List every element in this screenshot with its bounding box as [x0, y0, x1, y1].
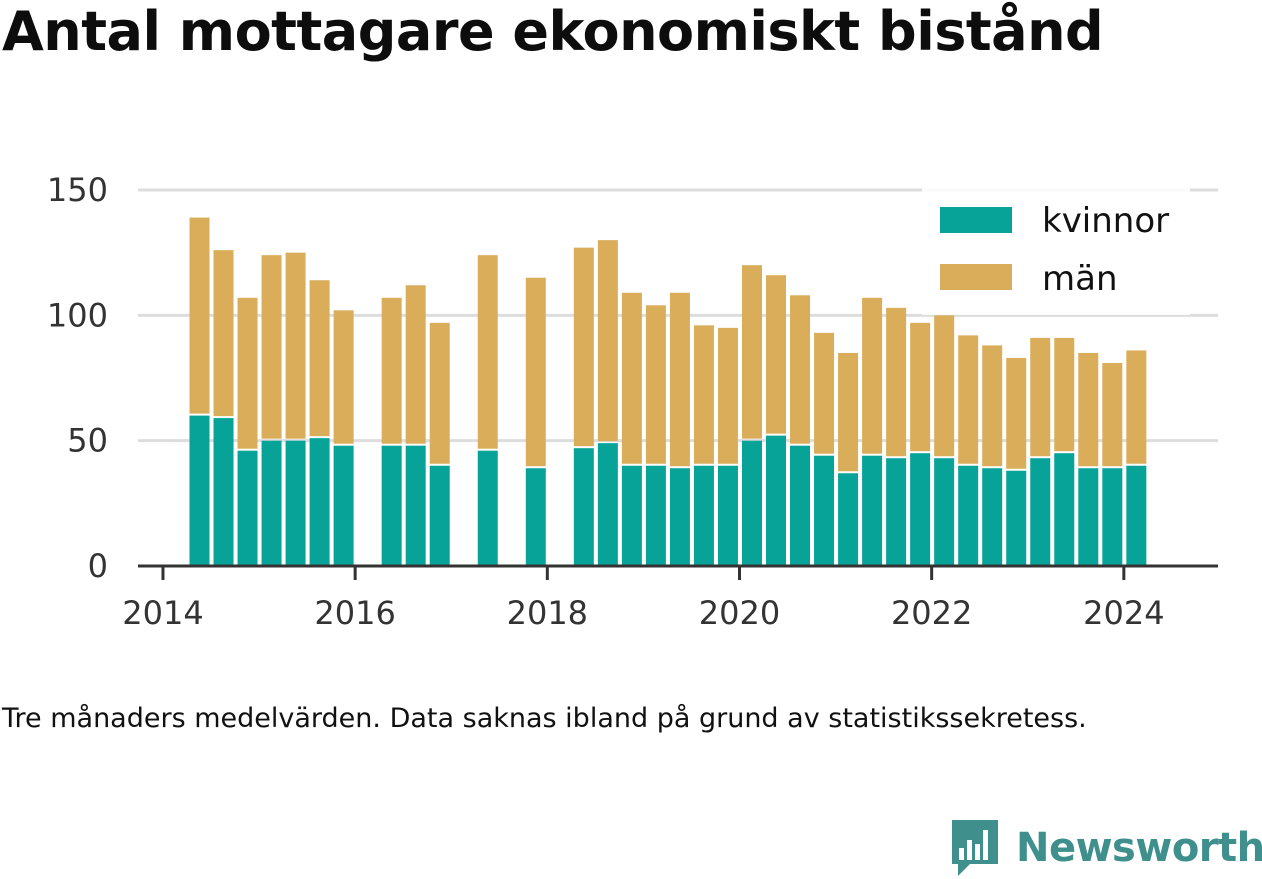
bar-man	[693, 325, 714, 464]
y-tick-label: 0	[88, 547, 108, 585]
bar-kvinnor	[621, 465, 642, 566]
legend: kvinnor män	[922, 187, 1190, 315]
bar-man	[958, 335, 979, 464]
bar-kvinnor	[934, 458, 955, 566]
x-tick-label: 2022	[891, 594, 972, 632]
bar-kvinnor	[982, 468, 1003, 566]
bar-kvinnor	[381, 445, 402, 566]
chart-title: Antal mottagare ekonomiskt bistånd	[2, 0, 1104, 63]
bar-kvinnor	[189, 415, 210, 566]
bar-man	[213, 250, 234, 417]
bar-man	[669, 292, 690, 467]
bar-kvinnor	[910, 453, 931, 566]
bar-man	[1126, 350, 1147, 464]
bar-kvinnor	[1006, 470, 1027, 566]
bar-kvinnor	[285, 440, 306, 566]
bar-man	[621, 292, 642, 464]
bar-kvinnor	[405, 445, 426, 566]
bar-man	[309, 280, 330, 437]
legend-label-kvinnor: kvinnor	[1042, 201, 1169, 241]
bar-man	[333, 310, 354, 444]
x-tick-label: 2018	[507, 594, 588, 632]
bar-man	[189, 217, 210, 414]
bar-man	[1054, 337, 1075, 452]
y-tick-label: 150	[47, 171, 108, 209]
legend-swatch-man	[940, 264, 1012, 290]
bar-kvinnor	[693, 465, 714, 566]
bar-man	[525, 277, 546, 467]
bar-kvinnor	[1126, 465, 1147, 566]
bar-man	[814, 332, 835, 454]
x-tick-label: 2014	[122, 594, 203, 632]
bar-kvinnor	[1030, 458, 1051, 566]
bar-kvinnor	[237, 450, 258, 566]
bar-man	[645, 305, 666, 464]
bar-kvinnor	[573, 448, 594, 566]
bar-kvinnor	[1102, 468, 1123, 566]
legend-swatch-kvinnor	[940, 207, 1012, 233]
bar-kvinnor	[333, 445, 354, 566]
bar-man	[838, 352, 859, 472]
bar-kvinnor	[309, 438, 330, 566]
bar-man	[477, 255, 498, 449]
brand-name: Newsworthy	[1016, 825, 1262, 871]
bar-kvinnor	[862, 455, 883, 566]
bar-kvinnor	[790, 445, 811, 566]
bar-man	[766, 275, 787, 434]
bar-man	[405, 285, 426, 444]
bar-man	[741, 265, 762, 439]
x-tick-label: 2016	[314, 594, 395, 632]
bar-man	[429, 322, 450, 464]
bar-kvinnor	[958, 465, 979, 566]
bar-man	[790, 295, 811, 444]
y-tick-label: 100	[47, 296, 108, 334]
newsworthy-logo-icon	[952, 820, 998, 876]
bar-man	[573, 247, 594, 447]
brand-logo: Newsworthy	[950, 818, 1262, 878]
stacked-bar-chart: 2014 2016 2018 2020 2022 2024 0 50 100 150 kvinn…	[47, 171, 1218, 632]
bar-man	[597, 240, 618, 442]
bar-man	[381, 297, 402, 444]
bar-man	[982, 345, 1003, 467]
bar-kvinnor	[525, 468, 546, 566]
bar-man	[717, 327, 738, 464]
y-axis-labels: 0 50 100 150	[47, 171, 108, 585]
bar-kvinnor	[717, 465, 738, 566]
bar-man	[1030, 337, 1051, 457]
bar-kvinnor	[597, 443, 618, 566]
bar-man	[237, 297, 258, 449]
bar-man	[862, 297, 883, 454]
bar-man	[934, 315, 955, 457]
bar-kvinnor	[886, 458, 907, 566]
bar-kvinnor	[477, 450, 498, 566]
bar-man	[1006, 357, 1027, 469]
x-tick-label: 2020	[699, 594, 780, 632]
footnote: Tre månaders medelvärden. Data saknas ib…	[2, 703, 1087, 734]
bar-kvinnor	[1078, 468, 1099, 566]
x-axis: 2014 2016 2018 2020 2022 2024	[122, 564, 1218, 632]
x-tick-label: 2024	[1083, 594, 1164, 632]
bar-kvinnor	[766, 435, 787, 566]
bar-kvinnor	[213, 418, 234, 566]
bars	[189, 217, 1147, 566]
legend-label-man: män	[1042, 259, 1118, 299]
bar-man	[261, 255, 282, 439]
bar-kvinnor	[261, 440, 282, 566]
bar-kvinnor	[814, 455, 835, 566]
bar-kvinnor	[429, 465, 450, 566]
bar-kvinnor	[669, 468, 690, 566]
y-tick-label: 50	[67, 422, 108, 460]
bar-man	[285, 252, 306, 439]
bar-man	[886, 307, 907, 457]
bar-man	[910, 322, 931, 452]
bar-kvinnor	[741, 440, 762, 566]
bar-man	[1078, 352, 1099, 467]
bar-kvinnor	[1054, 453, 1075, 566]
bar-man	[1102, 362, 1123, 467]
bar-kvinnor	[645, 465, 666, 566]
bar-kvinnor	[838, 473, 859, 566]
